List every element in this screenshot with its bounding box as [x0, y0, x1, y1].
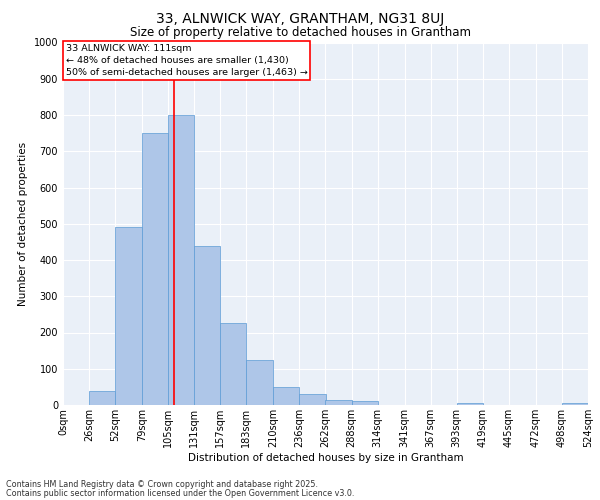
- Bar: [142, 133, 168, 405]
- Text: 33, ALNWICK WAY, GRANTHAM, NG31 8UJ: 33, ALNWICK WAY, GRANTHAM, NG31 8UJ: [156, 12, 444, 26]
- Text: Size of property relative to detached houses in Grantham: Size of property relative to detached ho…: [130, 26, 470, 39]
- Bar: [194, 246, 220, 405]
- Text: 33 ALNWICK WAY: 111sqm
← 48% of detached houses are smaller (1,430)
50% of semi-: 33 ALNWICK WAY: 111sqm ← 48% of detached…: [65, 44, 308, 77]
- Bar: [168, 115, 194, 405]
- Bar: [89, 390, 115, 405]
- Bar: [274, 387, 299, 405]
- Bar: [562, 403, 588, 405]
- X-axis label: Distribution of detached houses by size in Grantham: Distribution of detached houses by size …: [188, 452, 463, 462]
- Text: Contains HM Land Registry data © Crown copyright and database right 2025.: Contains HM Land Registry data © Crown c…: [6, 480, 318, 489]
- Bar: [115, 228, 142, 405]
- Y-axis label: Number of detached properties: Number of detached properties: [18, 142, 28, 306]
- Bar: [325, 400, 352, 405]
- Bar: [352, 402, 377, 405]
- Bar: [299, 394, 325, 405]
- Bar: [247, 360, 274, 405]
- Text: Contains public sector information licensed under the Open Government Licence v3: Contains public sector information licen…: [6, 488, 355, 498]
- Bar: [220, 324, 247, 405]
- Bar: [457, 403, 483, 405]
